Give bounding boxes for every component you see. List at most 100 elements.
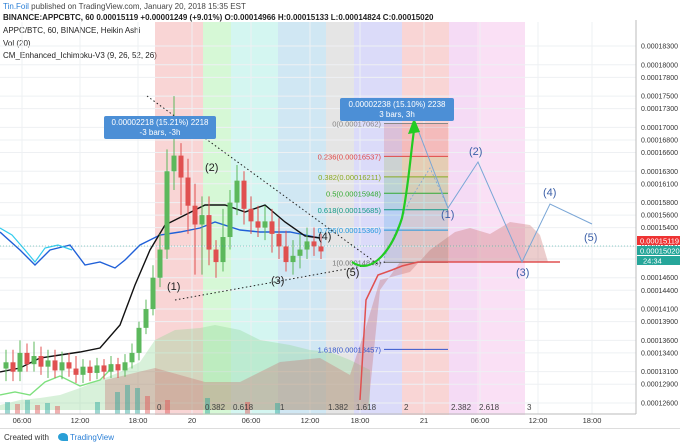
fib-time-label: 2 — [404, 403, 409, 412]
candle-body — [199, 215, 205, 225]
fib-level-label: 1.618(0.00013457) — [318, 345, 382, 354]
volume-indicator-label[interactable]: Vol (20) — [3, 39, 31, 48]
candle-body — [157, 249, 163, 278]
wave-label: (2) — [469, 146, 482, 158]
y-tick-label: 0.00014100 — [641, 307, 678, 314]
last-price-label: 0.00015119 — [640, 237, 679, 246]
fib-level-label: 0.236(0.00016537) — [318, 152, 382, 161]
candle-body — [80, 366, 86, 375]
fib-time-labels: 0 0.382 0.618 1 1.382 1.618 2 2.382 2.61… — [157, 403, 532, 412]
x-tick-label: 12:00 — [529, 416, 548, 425]
candle-body — [52, 360, 58, 371]
elliott-projection — [414, 121, 593, 264]
volume-bars — [5, 385, 280, 414]
y-tick-label: 0.00015400 — [641, 225, 678, 232]
projection-arrow — [351, 118, 420, 267]
x-tick-label: 12:00 — [71, 416, 90, 425]
fib-level-label: 1(0.00014845) — [332, 258, 381, 267]
tradingview-brand[interactable]: TradingView — [70, 433, 115, 442]
candle-body — [59, 362, 65, 371]
candle-body — [185, 177, 191, 206]
x-tick-label: 20 — [188, 416, 196, 425]
candle-body — [178, 155, 184, 178]
candle-body — [101, 365, 107, 372]
candle-body — [318, 246, 324, 252]
wave-label: (1) — [441, 209, 454, 221]
fib-level-label: 0.786(0.00015360) — [318, 226, 382, 235]
fib-level-label: 0(0.00017062) — [332, 120, 381, 129]
callout-line: -3 bars, -3h — [140, 128, 181, 137]
y-tick-label: 0.00017800 — [641, 75, 678, 82]
candle-body — [3, 362, 9, 369]
x-tick-label: 06:00 — [242, 416, 261, 425]
candle-body — [143, 309, 149, 328]
y-tick-label: 0.00018000 — [641, 62, 678, 69]
measure-callout-left[interactable]: 0.00002218 (15.21%) 2218 -3 bars, -3h — [104, 116, 216, 139]
candle-body — [192, 205, 198, 225]
y-tick-label: 0.00015800 — [641, 200, 678, 207]
y-tick-label: 0.00013400 — [641, 350, 678, 357]
candle-body — [290, 255, 296, 263]
candle-body — [87, 366, 93, 373]
x-tick-label: 18:00 — [583, 416, 602, 425]
wave-label: (5) — [584, 232, 597, 244]
y-tick-label: 0.00013900 — [641, 319, 678, 326]
symbol-line: BINANCE:APPCBTC, 60 0.00015119 +0.000012… — [3, 13, 434, 22]
time-axis[interactable]: 06:00 12:00 18:00 20 06:00 12:00 18:00 21 06:00 1… — [13, 416, 602, 425]
price-chart[interactable]: 0(0.00017062) 0.236(0.00016537) 0.382(0.00… — [0, 0, 680, 428]
wave-label: (2) — [205, 162, 218, 174]
measure-callout-right[interactable]: 0.00002238 (15.10%) 2238 3 bars, 3h — [340, 98, 454, 121]
candle-body — [122, 362, 128, 371]
fib-time-label: 0 — [157, 403, 162, 412]
candle-body — [129, 352, 135, 363]
y-tick-label: 0.00015600 — [641, 213, 678, 220]
wave-label: (1) — [167, 281, 180, 293]
candle-body — [262, 221, 268, 228]
fib-time-label: 1 — [280, 403, 285, 412]
x-tick-label: 06:00 — [471, 416, 490, 425]
candle-body — [45, 360, 51, 367]
callout-line: 3 bars, 3h — [379, 110, 415, 119]
cyan-line — [0, 227, 73, 263]
candle-body — [73, 368, 79, 375]
y-tick-label: 0.00013600 — [641, 338, 678, 345]
author-name[interactable]: Tin.Foil — [3, 2, 29, 11]
fib-time-label: 2.382 — [451, 403, 472, 412]
x-tick-label: 18:00 — [351, 416, 370, 425]
candle-body — [31, 356, 37, 365]
candle-body — [283, 246, 289, 263]
fib-level-label: 0.618(0.00015685) — [318, 206, 382, 215]
fib-retracement[interactable]: 0(0.00017062) 0.236(0.00016537) 0.382(0.00… — [318, 120, 448, 355]
fib-band — [384, 176, 448, 194]
y-tick-label: 0.00017500 — [641, 94, 678, 101]
triangle-pattern — [146, 95, 386, 301]
candle-body — [171, 155, 177, 172]
candle-body — [10, 362, 16, 372]
projected-red-line — [359, 261, 560, 401]
candle-body — [136, 327, 142, 353]
fib-band — [384, 156, 448, 177]
candle-body — [220, 237, 226, 263]
countdown-label: 24:34 — [643, 257, 662, 266]
fib-level-label: 0.382(0.00016211) — [318, 173, 381, 182]
y-tick-label: 0.00012600 — [641, 401, 678, 408]
y-tick-label: 0.00016100 — [641, 181, 678, 188]
wave-label: (3) — [516, 267, 529, 279]
publish-line: Tin.Foil published on TradingView.com, J… — [3, 2, 246, 11]
candle-body — [213, 249, 219, 263]
callout-line: 0.00002218 (15.21%) 2218 — [112, 118, 210, 127]
y-tick-label: 0.00016600 — [641, 150, 678, 157]
candle-body — [94, 365, 100, 373]
x-tick-label: 06:00 — [13, 416, 32, 425]
price-axis[interactable]: 0.00018300 0.00018000 0.00017800 0.00017500… — [641, 44, 678, 408]
close-price-label: 0.00015020 — [640, 247, 680, 256]
y-tick-label: 0.00018300 — [641, 44, 678, 51]
wave-label: (4) — [543, 187, 556, 199]
candle-body — [241, 180, 247, 209]
candle-body — [255, 221, 261, 228]
candle-body — [297, 249, 303, 256]
candle-body — [164, 171, 170, 250]
kijun-line — [0, 221, 321, 269]
ichimoku-cloud — [0, 222, 548, 410]
fib-time-label: 3 — [527, 403, 532, 412]
